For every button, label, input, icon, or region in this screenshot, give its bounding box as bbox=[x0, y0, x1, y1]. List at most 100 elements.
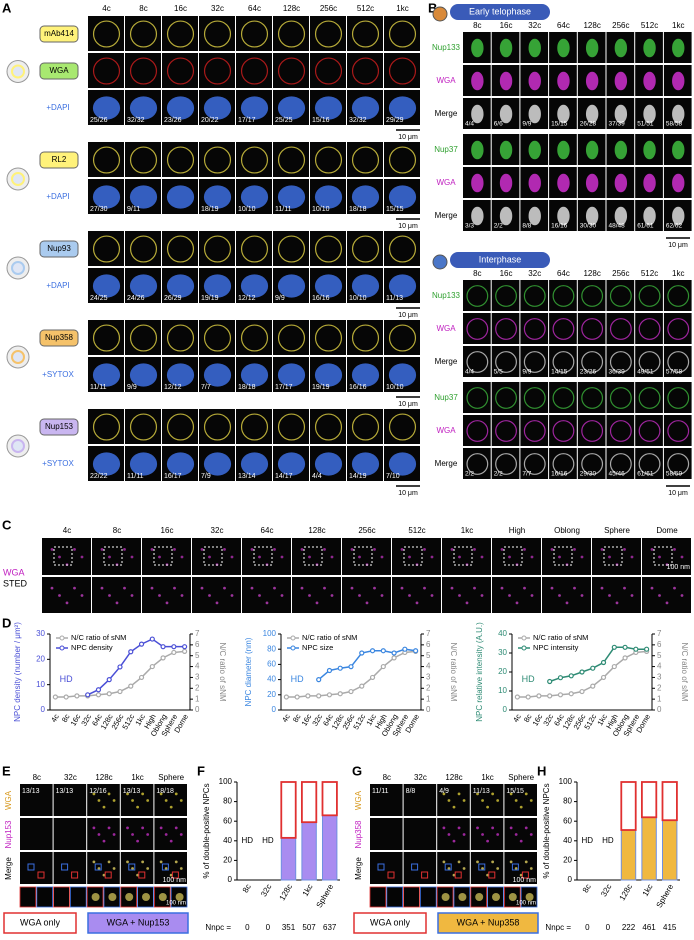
y-tick-label: 60 bbox=[563, 816, 572, 825]
micrograph bbox=[92, 577, 141, 613]
data-point bbox=[149, 636, 155, 642]
signal bbox=[557, 104, 570, 124]
signal bbox=[380, 555, 384, 559]
y2-tick-label: 3 bbox=[426, 673, 431, 682]
signal bbox=[102, 805, 106, 809]
micrograph bbox=[392, 577, 441, 613]
stage-label: 8c bbox=[473, 21, 481, 30]
roi-box bbox=[521, 871, 529, 879]
signal bbox=[496, 867, 500, 870]
micrograph bbox=[442, 577, 491, 613]
signal bbox=[600, 548, 604, 551]
signal bbox=[102, 839, 106, 843]
label: 10 μm bbox=[398, 401, 418, 408]
annotation: HD bbox=[602, 836, 614, 845]
signal bbox=[495, 420, 517, 442]
signal bbox=[496, 833, 500, 836]
channel-label: Merge bbox=[435, 357, 458, 366]
signal bbox=[100, 548, 104, 551]
signal bbox=[240, 235, 269, 263]
channel-label: WGA bbox=[436, 324, 456, 333]
signal bbox=[630, 555, 634, 559]
signal bbox=[277, 146, 306, 174]
count: 10/10 bbox=[349, 295, 367, 302]
signal bbox=[609, 351, 632, 373]
x-tick-label: 1kc bbox=[301, 883, 315, 898]
legend-box bbox=[353, 912, 427, 934]
signal bbox=[158, 555, 161, 559]
signal bbox=[523, 285, 546, 307]
stain-label: +DAPI bbox=[46, 281, 69, 290]
micrograph bbox=[642, 577, 691, 613]
count: 29/29 bbox=[386, 117, 404, 124]
signal bbox=[308, 555, 311, 559]
micrograph bbox=[92, 538, 141, 575]
signal bbox=[129, 452, 158, 476]
signal bbox=[557, 206, 570, 226]
bar bbox=[640, 781, 658, 819]
signal bbox=[672, 206, 685, 226]
y-axis-title: % of double-positive NPCs bbox=[202, 783, 211, 878]
inset bbox=[369, 886, 387, 908]
x-tick-label: 8c bbox=[581, 883, 593, 895]
count: 23/26 bbox=[580, 369, 597, 376]
annotation: HD bbox=[522, 674, 535, 684]
signal bbox=[388, 146, 417, 174]
data-point bbox=[380, 648, 386, 654]
signal bbox=[358, 555, 361, 559]
y2-tick-label: 2 bbox=[657, 683, 662, 692]
bar bbox=[280, 837, 297, 881]
data-point bbox=[95, 687, 102, 693]
data-point bbox=[633, 646, 639, 652]
signal bbox=[450, 548, 454, 551]
roi-box bbox=[377, 863, 385, 871]
count: 4/4 bbox=[312, 473, 322, 480]
signal bbox=[50, 586, 54, 590]
signal bbox=[441, 893, 450, 901]
n-value: 0 bbox=[585, 923, 590, 932]
signal bbox=[174, 860, 178, 864]
signal bbox=[495, 318, 517, 340]
stage-label: 256c bbox=[612, 269, 629, 278]
signal bbox=[643, 140, 656, 160]
signal bbox=[323, 548, 326, 551]
legend-label: WGA + Nup153 bbox=[107, 917, 170, 927]
signal bbox=[166, 20, 195, 48]
count: 16/16 bbox=[312, 295, 330, 302]
signal bbox=[585, 173, 599, 193]
y2-tick-label: 6 bbox=[657, 640, 662, 649]
y2-tick-label: 3 bbox=[657, 673, 662, 682]
signal bbox=[158, 594, 161, 597]
signal bbox=[351, 96, 380, 120]
count: 25/26 bbox=[90, 117, 108, 124]
channel-label: WGA bbox=[49, 66, 69, 75]
signal bbox=[573, 586, 576, 590]
roi-box bbox=[94, 863, 102, 871]
tag-box bbox=[39, 418, 79, 436]
y2-tick-label: 1 bbox=[426, 694, 431, 703]
count: 11/11 bbox=[275, 206, 292, 213]
stain-label: +SYTOX bbox=[42, 370, 74, 379]
signal bbox=[166, 235, 195, 263]
legend-label: N/C ratio of sNM bbox=[302, 633, 357, 642]
signal bbox=[458, 555, 461, 559]
count: 13/13 bbox=[22, 788, 40, 795]
stain-label: +DAPI bbox=[46, 103, 69, 112]
pictogram bbox=[432, 254, 448, 270]
y2-tick-label: 0 bbox=[195, 705, 200, 714]
signal bbox=[314, 235, 343, 263]
signal bbox=[159, 826, 163, 830]
data-point bbox=[52, 694, 58, 700]
roi-box bbox=[603, 546, 623, 566]
stage-label: 128c bbox=[308, 526, 325, 535]
signal bbox=[388, 274, 417, 298]
signal bbox=[277, 413, 306, 441]
legend-swatch bbox=[521, 635, 527, 641]
signal bbox=[552, 285, 575, 307]
count: 18/18 bbox=[156, 788, 174, 795]
signal bbox=[447, 833, 451, 836]
signal bbox=[142, 893, 150, 901]
signal bbox=[146, 799, 150, 802]
signal bbox=[515, 601, 519, 605]
signal bbox=[350, 586, 354, 590]
